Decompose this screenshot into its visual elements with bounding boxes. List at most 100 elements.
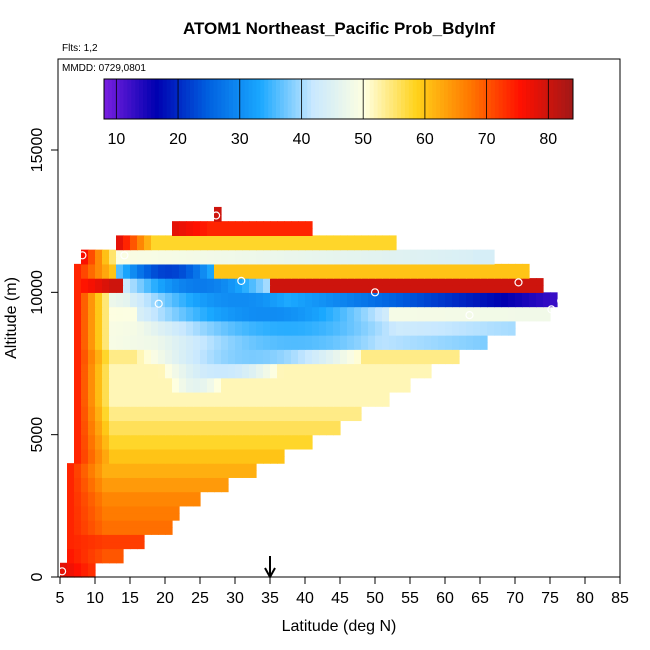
heatmap-cell	[207, 356, 215, 365]
heatmap-cell	[347, 370, 355, 379]
colorbar-segment	[240, 79, 246, 119]
colorbar-segment	[197, 79, 203, 119]
colorbar-segment	[444, 79, 449, 119]
heatmap-cell	[270, 399, 278, 407]
heatmap-cell	[242, 249, 250, 258]
heatmap-cell	[298, 278, 306, 286]
heatmap-cell	[354, 399, 362, 407]
heatmap-cell	[354, 278, 362, 286]
heatmap-cell	[165, 384, 173, 393]
heatmap-cell	[242, 391, 250, 400]
heatmap-cell	[81, 569, 89, 578]
heatmap-cell	[123, 370, 131, 379]
heatmap-cell	[95, 498, 103, 507]
heatmap-cell	[368, 384, 376, 393]
heatmap-cell	[151, 285, 159, 293]
heatmap-cell	[116, 498, 124, 507]
colorbar-segment	[346, 79, 351, 119]
heatmap-cell	[130, 299, 138, 308]
heatmap-cell	[193, 299, 201, 308]
heatmap-cell	[172, 313, 180, 322]
heatmap-cell	[137, 541, 145, 550]
heatmap-cell	[144, 512, 152, 521]
heatmap-cell	[109, 505, 117, 514]
heatmap-cell	[347, 413, 355, 422]
heatmap-cell	[242, 285, 250, 293]
heatmap-cell	[312, 335, 320, 343]
heatmap-cell	[88, 370, 96, 379]
heatmap-cell	[123, 235, 131, 244]
heatmap-cell	[445, 299, 453, 308]
heatmap-cell	[179, 363, 187, 372]
heatmap-cell	[137, 441, 145, 450]
heatmap-cell	[333, 356, 341, 365]
heatmap-cell	[291, 256, 299, 265]
heatmap-cell	[179, 370, 187, 379]
heatmap-cell	[305, 434, 313, 443]
heatmap-cell	[256, 384, 264, 393]
heatmap-cell	[214, 335, 222, 343]
y-tick-label: 10000	[29, 270, 46, 315]
x-tick-label: 50	[366, 590, 384, 607]
heatmap-cell	[340, 263, 348, 272]
heatmap-cell	[228, 242, 236, 251]
heatmap-cell	[186, 221, 194, 229]
heatmap-cell	[151, 335, 159, 343]
heatmap-cell	[172, 399, 180, 407]
heatmap-cell	[200, 313, 208, 322]
heatmap-cell	[130, 335, 138, 343]
heatmap-cell	[312, 270, 320, 279]
heatmap-cell	[186, 434, 194, 443]
heatmap-cell	[305, 349, 313, 357]
heatmap-cell	[277, 228, 285, 236]
heatmap-cell	[382, 327, 390, 336]
heatmap-cell	[333, 278, 341, 286]
heatmap-cell	[88, 399, 96, 407]
heatmap-cell	[263, 406, 271, 414]
heatmap-cell	[459, 292, 467, 301]
heatmap-cell	[67, 534, 75, 543]
heatmap-cell	[228, 228, 236, 236]
heatmap-cell	[431, 270, 439, 279]
heatmap-cell	[326, 313, 334, 322]
colorbar-segment	[533, 79, 539, 119]
heatmap-cell	[396, 299, 404, 308]
heatmap-cell	[95, 512, 103, 521]
heatmap-cell	[375, 263, 383, 272]
heatmap-cell	[249, 335, 257, 343]
heatmap-cell	[235, 463, 243, 471]
heatmap-cell	[81, 285, 89, 293]
heatmap-cell	[382, 263, 390, 272]
heatmap-cell	[193, 384, 201, 393]
heatmap-cell	[207, 285, 215, 293]
heatmap-cell	[284, 356, 292, 365]
heatmap-cell	[95, 256, 103, 265]
heatmap-cell	[326, 356, 334, 365]
heatmap-cell	[137, 470, 145, 478]
heatmap-cell	[165, 413, 173, 422]
heatmap-cell	[193, 456, 201, 464]
heatmap-cell	[200, 356, 208, 365]
colorbar-segment	[127, 79, 132, 119]
heatmap-cell	[193, 427, 201, 436]
colorbar-segment	[143, 79, 148, 119]
y-tick-label: 5000	[29, 417, 46, 453]
heatmap-cell	[382, 363, 390, 372]
heatmap-cell	[172, 413, 180, 422]
heatmap-cell	[151, 399, 159, 407]
heatmap-cell	[116, 342, 124, 350]
heatmap-cell	[515, 278, 523, 286]
heatmap-cell	[501, 327, 509, 336]
heatmap-cell	[95, 541, 103, 550]
heatmap-cell	[88, 477, 96, 486]
heatmap-cell	[165, 285, 173, 293]
heatmap-cell	[508, 263, 516, 272]
colorbar-segment	[123, 79, 128, 119]
heatmap-cell	[221, 427, 229, 436]
heatmap-cell	[375, 256, 383, 265]
heatmap-cell	[249, 349, 257, 357]
heatmap-cell	[109, 470, 117, 478]
heatmap-cell	[473, 278, 481, 286]
colorbar-segment	[475, 79, 480, 119]
